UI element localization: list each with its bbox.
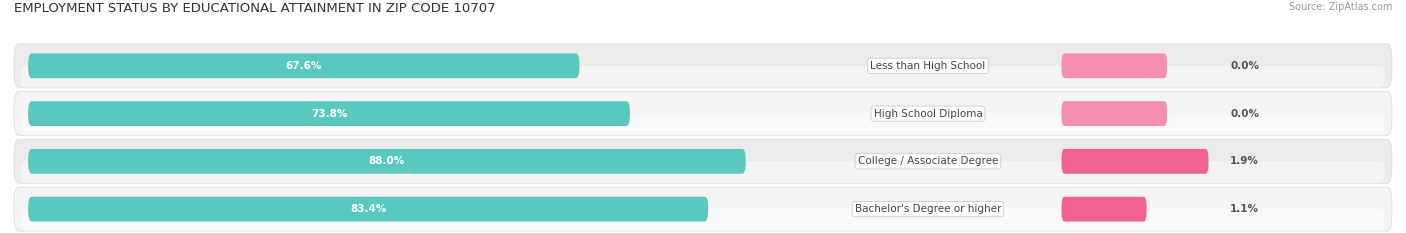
Text: 1.1%: 1.1% — [1230, 204, 1260, 214]
Text: 88.0%: 88.0% — [368, 156, 405, 166]
Text: High School Diploma: High School Diploma — [873, 109, 983, 119]
Text: 1.9%: 1.9% — [1230, 156, 1260, 166]
FancyBboxPatch shape — [21, 161, 1385, 183]
FancyBboxPatch shape — [14, 139, 1392, 183]
Text: 83.4%: 83.4% — [350, 204, 387, 214]
Text: Less than High School: Less than High School — [870, 61, 986, 71]
FancyBboxPatch shape — [21, 114, 1385, 136]
FancyBboxPatch shape — [28, 197, 709, 222]
FancyBboxPatch shape — [1062, 197, 1147, 222]
Text: 67.6%: 67.6% — [285, 61, 322, 71]
FancyBboxPatch shape — [28, 149, 745, 174]
FancyBboxPatch shape — [1062, 101, 1167, 126]
FancyBboxPatch shape — [28, 53, 579, 78]
FancyBboxPatch shape — [1062, 53, 1167, 78]
FancyBboxPatch shape — [14, 44, 1392, 88]
FancyBboxPatch shape — [28, 101, 630, 126]
Text: College / Associate Degree: College / Associate Degree — [858, 156, 998, 166]
FancyBboxPatch shape — [21, 209, 1385, 231]
Text: 73.8%: 73.8% — [311, 109, 347, 119]
Text: Bachelor's Degree or higher: Bachelor's Degree or higher — [855, 204, 1001, 214]
FancyBboxPatch shape — [14, 187, 1392, 231]
FancyBboxPatch shape — [14, 92, 1392, 136]
FancyBboxPatch shape — [21, 66, 1385, 88]
FancyBboxPatch shape — [1062, 149, 1209, 174]
Text: 0.0%: 0.0% — [1230, 61, 1260, 71]
Text: Source: ZipAtlas.com: Source: ZipAtlas.com — [1288, 2, 1392, 12]
Text: EMPLOYMENT STATUS BY EDUCATIONAL ATTAINMENT IN ZIP CODE 10707: EMPLOYMENT STATUS BY EDUCATIONAL ATTAINM… — [14, 2, 496, 15]
Text: 0.0%: 0.0% — [1230, 109, 1260, 119]
